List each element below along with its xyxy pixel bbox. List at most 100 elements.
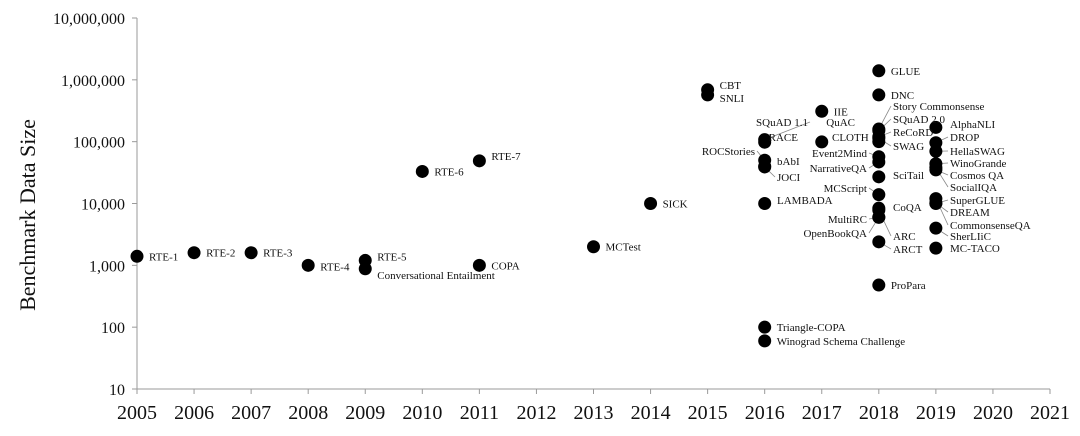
data-point [929,221,943,235]
data-point [587,240,600,254]
data-point [130,249,144,263]
point-label: CBT [720,80,742,92]
point-labels: RTE-1 RTE-2 RTE-3 RTE-4 RTE-5 Conversational … [149,66,1031,348]
point-label: RTE-3 [263,248,293,260]
data-point [929,144,943,158]
point-label: DROP [950,132,979,144]
x-tick-label: 2018 [859,402,899,424]
data-point [358,262,372,276]
point-label: ARCT [893,244,923,256]
point-label: SQuAD 2.0 [893,114,945,126]
data-point [872,131,886,145]
point-label: RTE-2 [206,248,235,260]
x-tick-label: 2015 [688,402,728,424]
point-label: SQuAD 1.1 [756,117,808,129]
data-point [758,160,772,174]
data-point [872,170,886,184]
data-point [929,192,943,206]
point-label: LAMBADA [777,195,833,207]
point-label: MultiRC [828,214,867,226]
point-label: OpenBookQA [803,228,867,240]
point-label: CLOTH [832,132,869,144]
x-tick-label: 2010 [402,402,442,424]
data-point [472,154,486,168]
data-point [872,203,886,217]
point-label: SherLIiC [950,231,991,243]
point-label: RTE-7 [491,151,521,163]
data-point [872,155,886,169]
point-label: SocialIQA [950,182,997,194]
data-point [929,161,943,175]
x-tick-label: 2005 [117,402,157,424]
x-tick-label: 2021 [1030,402,1070,424]
point-label: RTE-4 [320,261,350,273]
point-label: RTE-1 [149,251,178,263]
point-label: AlphaNLI [950,119,996,131]
point-label: MC-TACO [950,243,1000,255]
data-point [929,241,943,255]
x-tick-label: 2014 [631,402,671,424]
point-label: Event2Mind [812,148,867,160]
leader-line [764,121,811,140]
y-tick-label: 10,000 [81,197,125,214]
point-label: Cosmos QA [950,170,1004,182]
point-label: CommonsenseQA [950,220,1031,232]
data-point [244,246,258,260]
data-point [815,135,829,149]
y-tick-label: 10 [109,382,125,399]
y-tick-label: 100 [101,320,125,337]
y-tick-label: 100,000 [73,135,125,152]
data-point [758,135,772,149]
x-tick-label: 2006 [174,402,214,424]
point-label: QuAC [826,117,855,129]
point-label: JOCI [777,172,801,184]
x-tick-label: 2020 [973,402,1013,424]
x-tick-label: 2011 [460,402,499,424]
point-label: IIE [834,106,848,118]
point-label: DREAM [950,207,990,219]
data-point [872,235,886,249]
point-label: DNC [891,90,914,102]
data-point [301,258,315,272]
point-label: SciTail [893,170,924,182]
x-tick-label: 2008 [288,402,328,424]
point-label: ARC [893,231,916,243]
point-label: Triangle-COPA [777,322,846,334]
x-tick-label: 2013 [574,402,614,424]
point-label: WinoGrande [950,158,1006,170]
x-tick-label: 2009 [345,402,385,424]
point-label: RACE [769,132,799,144]
point-label: ReCoRD [893,127,933,139]
axes: 10 100 1,000 10,000 100,000 1,000,000 10,000,0… [53,11,1070,424]
point-label: RTE-5 [377,251,407,263]
x-tick-label: 2016 [745,402,785,424]
data-point [872,88,886,102]
data-point [872,278,886,292]
data-point [758,320,772,334]
point-label: ProPara [891,280,926,292]
point-label: bAbI [777,156,800,168]
x-tick-label: 2007 [231,402,271,424]
data-point [758,334,772,348]
point-label: NarrativeQA [810,163,867,175]
data-point [472,258,486,272]
data-point [815,104,829,118]
y-axis-title: Benchmark Data Size [15,119,40,311]
point-label: ROCStories [702,146,755,158]
data-point [758,197,772,210]
x-tick-label: 2019 [916,402,956,424]
data-point [872,188,886,202]
y-tick-label: 1,000 [89,258,125,275]
point-label: SNLI [720,93,745,105]
point-label: Winograd Schema Challenge [777,336,906,348]
point-label: SuperGLUE [950,195,1005,207]
point-label: MCScript [824,183,867,195]
data-point [872,64,886,78]
data-point [415,164,429,178]
point-label: SICK [663,199,688,211]
point-label: GLUE [891,66,921,78]
y-tick-label: 10,000,000 [53,11,125,28]
point-label: RTE-6 [434,166,464,178]
point-label: HellaSWAG [950,146,1005,158]
